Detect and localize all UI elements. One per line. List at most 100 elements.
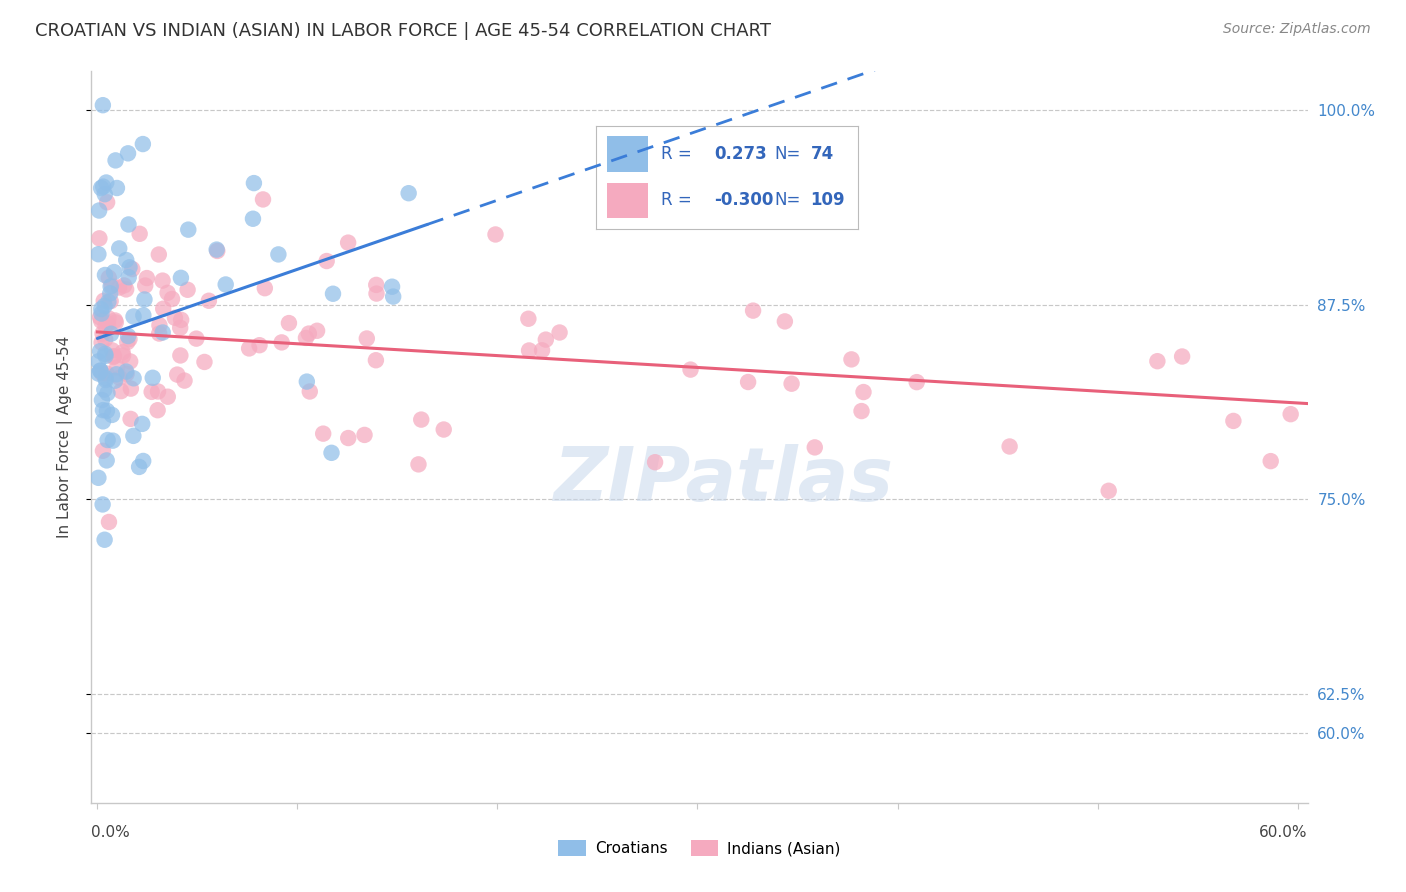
Point	[366, 277, 388, 292]
Point	[337, 235, 360, 250]
Point	[205, 243, 228, 257]
Point	[253, 281, 276, 295]
Point	[169, 349, 191, 363]
Point	[177, 222, 200, 236]
Point	[773, 314, 796, 328]
Point	[207, 244, 229, 258]
Point	[96, 195, 118, 210]
Point	[134, 293, 156, 307]
Point	[298, 326, 321, 341]
Point	[534, 333, 557, 347]
Point	[156, 285, 179, 300]
Point	[134, 278, 156, 293]
Point	[104, 315, 127, 329]
Point	[115, 365, 138, 379]
Point	[96, 176, 118, 190]
Text: 0.0%: 0.0%	[91, 825, 131, 840]
Point	[122, 310, 145, 324]
Point	[152, 326, 174, 340]
Point	[90, 364, 112, 378]
Point	[122, 371, 145, 385]
Point	[312, 426, 335, 441]
Point	[548, 326, 571, 340]
Point	[100, 279, 122, 293]
Point	[252, 193, 274, 207]
Point	[120, 412, 142, 426]
Point	[337, 431, 360, 445]
Point	[91, 367, 114, 381]
Point	[322, 286, 344, 301]
Point	[87, 367, 110, 381]
Point	[170, 313, 193, 327]
Point	[851, 404, 873, 418]
Point	[852, 385, 875, 400]
Point	[295, 375, 318, 389]
Point	[97, 294, 120, 309]
Point	[152, 274, 174, 288]
Point	[97, 433, 120, 447]
Point	[484, 227, 506, 242]
Point	[97, 515, 120, 529]
Point	[148, 326, 170, 341]
Point	[89, 364, 111, 378]
Point	[94, 371, 117, 385]
Point	[97, 311, 120, 326]
Point	[115, 252, 138, 267]
Point	[307, 324, 329, 338]
Point	[238, 342, 260, 356]
Point	[94, 349, 117, 363]
Point	[120, 354, 142, 368]
Point	[408, 458, 430, 472]
Text: Source: ZipAtlas.com: Source: ZipAtlas.com	[1223, 22, 1371, 37]
Point	[141, 384, 163, 399]
Point	[91, 179, 114, 194]
Point	[100, 326, 122, 341]
Point	[89, 310, 111, 325]
Point	[90, 335, 112, 350]
Point	[117, 335, 139, 350]
Point	[118, 260, 141, 275]
Point	[108, 370, 131, 384]
Point	[110, 384, 132, 398]
Point	[94, 187, 117, 202]
Point	[742, 303, 765, 318]
Point	[321, 446, 343, 460]
Point	[91, 443, 114, 458]
Point	[132, 308, 155, 322]
Point	[364, 353, 387, 368]
Point	[97, 317, 120, 331]
Point	[128, 227, 150, 241]
Point	[433, 423, 456, 437]
Point	[104, 313, 127, 327]
Point	[118, 332, 141, 346]
Point	[353, 428, 375, 442]
Point	[121, 262, 143, 277]
Point	[108, 280, 131, 294]
Point	[103, 350, 125, 364]
Point	[120, 382, 142, 396]
Point	[101, 343, 124, 358]
Point	[97, 270, 120, 285]
Point	[91, 98, 114, 112]
Point	[679, 362, 702, 376]
Point	[644, 455, 666, 469]
Point	[96, 386, 118, 401]
Text: ZIPatlas: ZIPatlas	[554, 444, 894, 517]
Point	[1279, 407, 1302, 421]
Point	[104, 374, 127, 388]
Point	[105, 181, 128, 195]
Point	[135, 271, 157, 285]
Point	[1222, 414, 1244, 428]
Point	[93, 293, 115, 308]
Point	[87, 354, 110, 368]
Point	[90, 181, 112, 195]
Point	[112, 349, 135, 363]
Point	[89, 231, 111, 245]
Point	[267, 247, 290, 261]
Point	[93, 383, 115, 397]
Point	[176, 283, 198, 297]
Point	[186, 332, 208, 346]
Point	[132, 454, 155, 468]
Point	[998, 440, 1021, 454]
Point	[531, 343, 554, 358]
